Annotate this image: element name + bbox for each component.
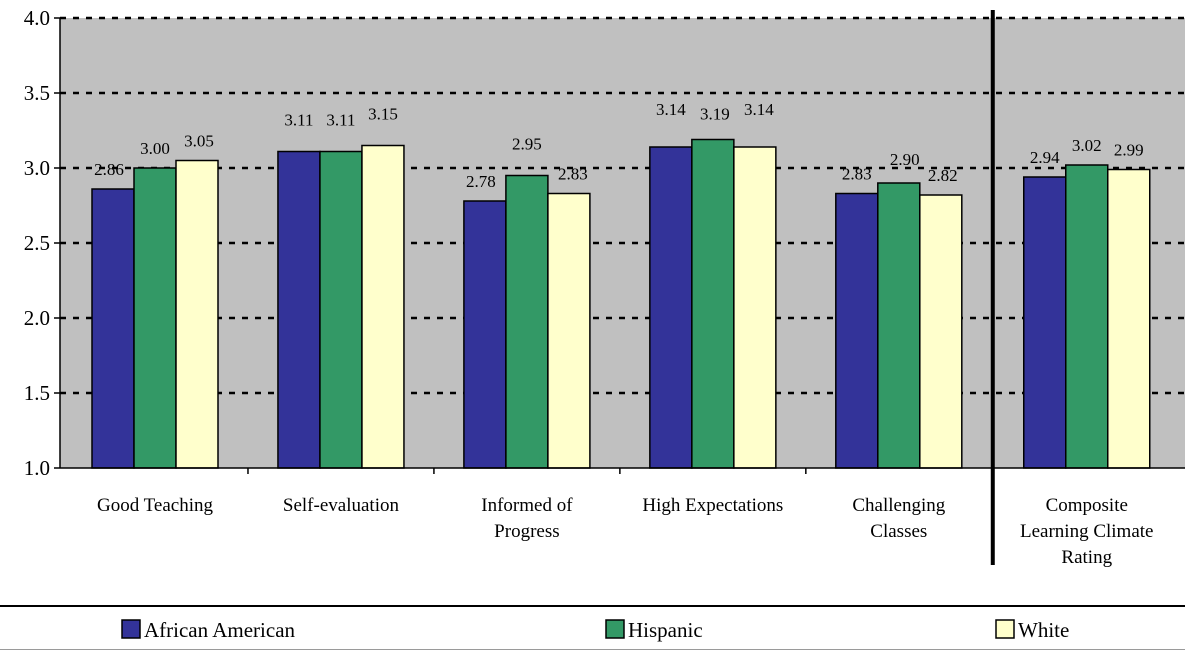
bar [505,174,549,469]
bar [877,182,921,469]
data-label: 3.19 [700,105,730,124]
category-label: High Expectations [642,495,783,516]
data-label: 3.02 [1072,136,1102,155]
category-label-line: Rating [1061,547,1112,568]
category-label-line: Classes [870,521,927,542]
category-label-line: Composite [1046,495,1128,516]
data-label: 3.14 [744,100,774,119]
category-label-line: Learning Climate [1020,521,1153,542]
y-tick-label: 1.0 [24,456,50,480]
y-tick-label: 4.0 [24,6,50,30]
bar [835,192,879,469]
data-label: 3.15 [368,105,398,124]
bar [1065,164,1109,469]
category-label-line: Good Teaching [97,495,213,516]
bar [1107,168,1151,469]
legend-swatch [995,619,1015,639]
legend-label: African American [144,618,296,642]
data-labels: 2.86 3.11 2.78 3.14 2.83 2.94 3.00 3.11 2.95 3.19… [94,100,1144,191]
data-label: 2.82 [928,166,958,185]
category-label: Composite Learning Climate Rating [1020,495,1153,568]
data-label: 2.78 [466,172,496,191]
bar [361,144,405,469]
bars [91,138,1151,469]
legend-label: White [1018,618,1069,642]
bar [547,192,591,469]
gridlines [60,16,1185,395]
category-label-line: Progress [494,521,559,542]
category-label-line: Self-evaluation [283,495,400,516]
bar [277,150,321,469]
bar [463,200,507,469]
category-label-line: Informed of [481,495,573,516]
bar [691,138,735,469]
data-label: 2.83 [558,165,588,184]
legend-label: Hispanic [628,618,703,642]
bar [319,150,363,469]
axes [54,10,1185,565]
category-label: Good Teaching [97,495,213,516]
bar [91,188,135,469]
category-label: Informed of Progress [481,495,573,542]
legend-swatch [121,619,141,639]
data-label: 2.94 [1030,148,1060,167]
y-tick-label: 2.5 [24,231,50,255]
data-label: 2.83 [842,165,872,184]
bar [1023,176,1067,469]
x-axis-category-labels: Good Teaching Self-evaluation Informed of P… [97,495,1153,568]
category-label: Challenging Classes [852,495,945,542]
data-label: 2.86 [94,160,124,179]
data-label: 3.11 [284,111,313,130]
bar [733,146,777,469]
category-label-line: Challenging [852,495,945,516]
y-tick-label: 2.0 [24,306,50,330]
y-axis-tick-labels: 1.0 1.5 2.0 2.5 3.0 3.5 4.0 [24,6,50,480]
category-label: Self-evaluation [283,495,400,516]
data-label: 2.95 [512,135,542,154]
data-label: 3.14 [656,100,686,119]
bar [133,167,177,469]
data-label: 2.90 [890,150,920,169]
bar [649,146,693,469]
data-label: 3.00 [140,139,170,158]
bar [175,159,219,469]
data-label: 3.11 [326,111,355,130]
bar [919,194,963,469]
legend-swatch [605,619,625,639]
data-label: 2.99 [1114,141,1144,160]
y-tick-label: 1.5 [24,381,50,405]
y-tick-label: 3.5 [24,81,50,105]
category-label-line: High Expectations [642,495,783,516]
data-label: 3.05 [184,132,214,151]
y-tick-label: 3.0 [24,156,50,180]
legend: African American Hispanic White [0,605,1185,651]
